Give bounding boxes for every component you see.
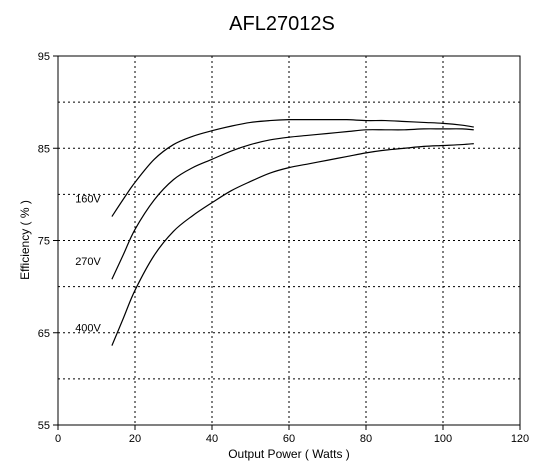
series-line-160v: [111, 118, 474, 217]
y-tick-label: 55: [38, 420, 50, 432]
x-tick-label: 60: [283, 433, 295, 445]
chart-title: AFL27012S: [229, 13, 335, 35]
series-label-160v: 160V: [75, 194, 101, 206]
x-tick-label: 80: [360, 433, 372, 445]
series-labels: 160V 270V 400V: [75, 194, 101, 335]
x-axis-label: Output Power ( Watts ): [228, 447, 350, 461]
x-tick-label: 40: [206, 433, 218, 445]
y-tick-label: 75: [38, 236, 50, 248]
axis-ticks: 0 20 40 60 80 100 120 55 65 75 85 95: [38, 51, 529, 445]
series-label-400v: 400V: [75, 323, 101, 335]
x-tick-label: 0: [55, 433, 61, 445]
grid-lines: [58, 56, 520, 425]
y-axis-label: Efficiency ( % ): [18, 200, 32, 280]
y-tick-label: 95: [38, 51, 50, 63]
x-tick-label: 20: [129, 433, 141, 445]
y-tick-label: 85: [38, 143, 50, 155]
series-line-400v: [111, 143, 474, 346]
y-tick-label: 65: [38, 328, 50, 340]
x-tick-label: 120: [511, 433, 529, 445]
series-line-270v: [111, 128, 474, 280]
series-lines: [111, 118, 474, 346]
series-label-270v: 270V: [75, 256, 101, 268]
x-tick-label: 100: [434, 433, 452, 445]
